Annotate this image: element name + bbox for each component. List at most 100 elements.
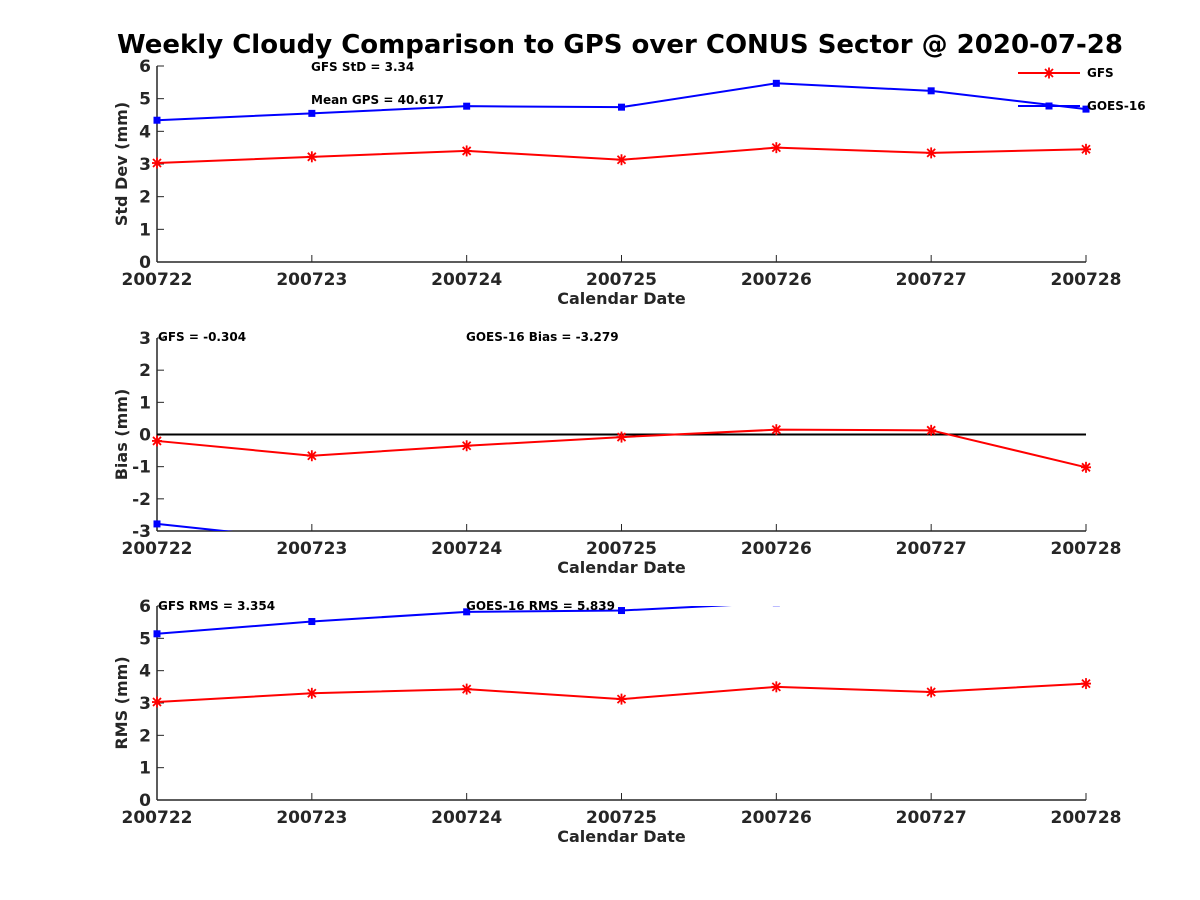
annotation: GOES-16 Bias = -3.279: [466, 330, 619, 344]
x-tick-label: 200723: [276, 539, 347, 559]
x-tick-label: 200722: [122, 270, 193, 290]
series-gfs: [152, 142, 1091, 169]
x-tick-label: 200723: [276, 270, 347, 290]
annotation: Mean GPS = 40.617: [311, 93, 444, 107]
x-tick-label: 200726: [741, 270, 812, 290]
x-tick-label: 200723: [276, 808, 347, 828]
series-line: [156, 82, 1087, 122]
data-point: [772, 79, 780, 87]
series-gfs: [152, 678, 1091, 708]
y-tick-label: -2: [132, 490, 151, 510]
y-axis-label: RMS (mm): [112, 656, 131, 749]
annotation: GFS StD = 3.34: [311, 60, 414, 74]
data-point: [1082, 105, 1090, 113]
x-tick-label: 200724: [431, 808, 502, 828]
annotation: GOES-16 RMS = 5.839: [466, 599, 615, 613]
data-point: [306, 151, 317, 163]
data-point: [308, 618, 316, 626]
y-tick-label: 3: [139, 329, 151, 349]
annotation: GFS RMS = 3.354: [158, 599, 275, 613]
legend-marker: [1045, 102, 1053, 110]
y-tick-label: 4: [139, 662, 151, 682]
series-goes-16: [153, 520, 234, 531]
y-tick-label: 3: [139, 694, 151, 714]
legend-marker: [1044, 67, 1054, 79]
y-tick-label: 2: [139, 726, 151, 746]
series-goes-16: [153, 586, 1090, 638]
y-tick-label: 2: [139, 188, 151, 208]
data-point: [1081, 678, 1091, 690]
y-tick-label: 5: [139, 90, 151, 110]
data-point: [1081, 143, 1091, 155]
y-tick-label: 4: [139, 122, 151, 142]
data-point: [308, 109, 316, 117]
y-tick-label: -3: [132, 522, 151, 542]
x-tick-label: 200728: [1051, 539, 1122, 559]
data-point: [771, 424, 782, 436]
data-point: [928, 593, 935, 600]
data-point: [927, 87, 935, 95]
data-point: [1081, 461, 1091, 473]
y-tick-label: 3: [139, 155, 151, 175]
y-axis-label: Bias (mm): [112, 389, 131, 481]
data-point: [152, 157, 162, 169]
legend-label: GFS: [1087, 66, 1114, 80]
x-tick-label: 200725: [586, 808, 657, 828]
data-point: [1083, 586, 1090, 593]
panel-3: 0 1 2 3 4 5 6 200722 200723 200724 200725 200726 200…: [112, 586, 1122, 846]
y-tick-label: 0: [139, 791, 151, 811]
x-tick-label: 200728: [1051, 270, 1122, 290]
x-axis-label: Calendar Date: [557, 289, 686, 308]
data-point: [772, 606, 780, 607]
data-point: [771, 681, 782, 693]
y-tick-label: 1: [139, 393, 151, 413]
x-axis-label: Calendar Date: [557, 558, 686, 577]
data-point: [926, 147, 937, 159]
x-tick-label: 200724: [431, 539, 502, 559]
data-point: [618, 607, 625, 615]
data-point: [152, 696, 162, 708]
data-point: [153, 116, 161, 124]
x-axis-label: Calendar Date: [557, 827, 686, 846]
data-point: [306, 687, 317, 699]
x-tick-label: 200722: [122, 808, 193, 828]
panel-2: -3 -2 -1 0 1 2 3 200722 200723 200724 200725 200726…: [112, 329, 1121, 577]
data-point: [461, 440, 472, 452]
x-tick-label: 200727: [896, 539, 967, 559]
y-tick-label: 0: [139, 426, 151, 446]
data-point: [463, 102, 471, 110]
x-tick-label: 200727: [896, 808, 967, 828]
data-point: [461, 145, 472, 157]
annotation: GFS = -0.304: [158, 330, 246, 344]
series-gfs: [152, 424, 1091, 473]
series-goes-16: [153, 79, 1090, 124]
data-point: [463, 608, 471, 616]
x-tick-label: 200725: [586, 539, 657, 559]
x-tick-label: 200722: [122, 539, 193, 559]
y-tick-label: -1: [132, 458, 151, 478]
data-point: [616, 431, 627, 443]
data-point: [616, 154, 627, 166]
y-tick-label: 1: [139, 759, 151, 779]
y-axis-label: Std Dev (mm): [112, 102, 131, 226]
x-tick-label: 200724: [431, 270, 502, 290]
legend: GFS GOES-16: [1018, 66, 1146, 113]
data-point: [306, 450, 317, 462]
x-tick-label: 200725: [586, 270, 657, 290]
data-point: [618, 103, 625, 111]
y-tick-label: 6: [139, 57, 151, 77]
data-point: [153, 630, 161, 638]
data-point: [153, 520, 161, 528]
chart-title: Weekly Cloudy Comparison to GPS over CON…: [117, 30, 1123, 60]
x-tick-label: 200728: [1051, 808, 1122, 828]
panel-1: 0 1 2 3 4 5 6 200722 200723 200724 200725 200726 200…: [112, 57, 1146, 308]
data-point: [461, 683, 472, 695]
data-point: [616, 693, 627, 705]
data-point: [771, 142, 782, 154]
x-tick-label: 200726: [741, 808, 812, 828]
data-point: [926, 686, 937, 698]
x-tick-label: 200727: [896, 270, 967, 290]
x-tick-label: 200726: [741, 539, 812, 559]
data-point: [926, 424, 937, 436]
